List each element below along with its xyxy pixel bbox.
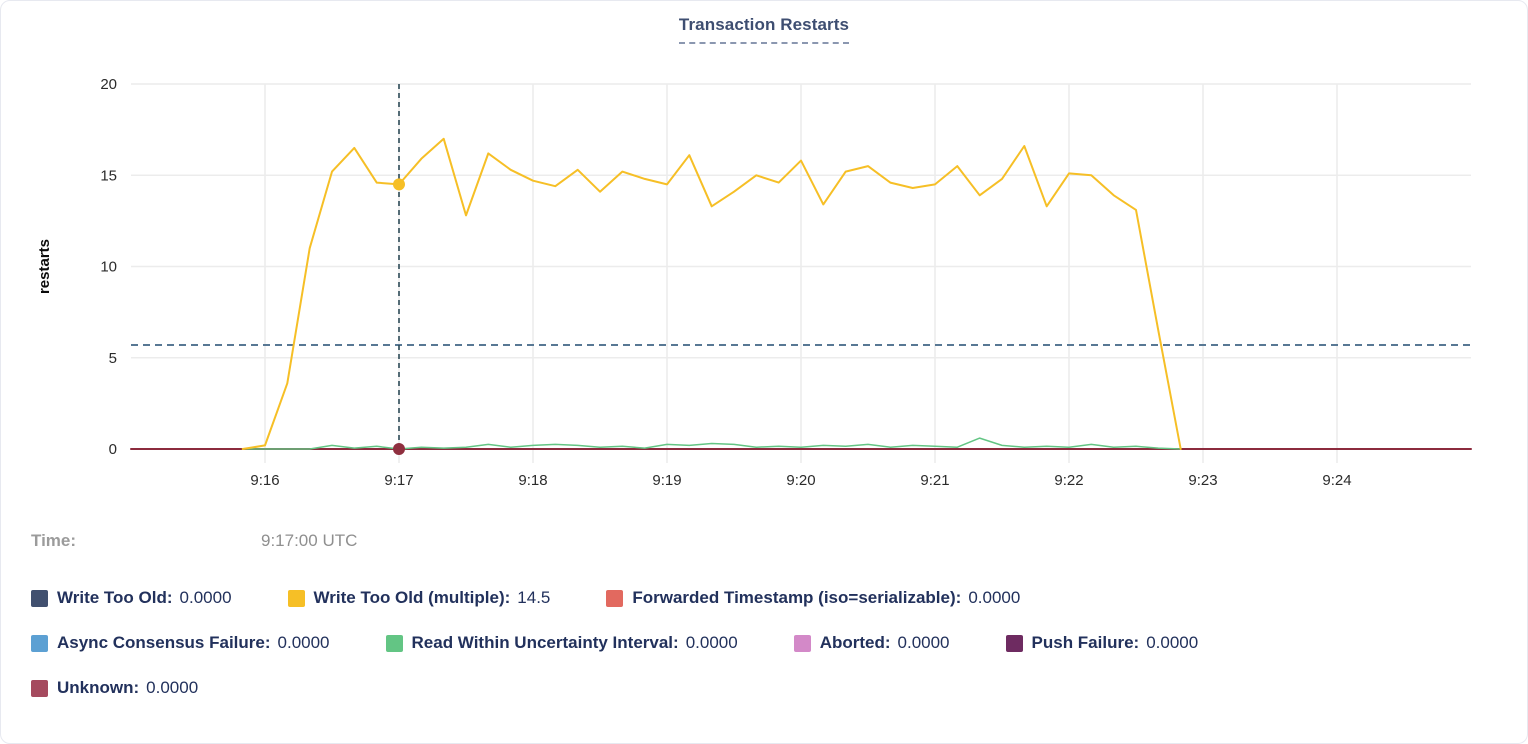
svg-text:0: 0 — [109, 441, 117, 458]
legend-value: 0.0000 — [968, 588, 1021, 607]
legend-value: 0.0000 — [277, 633, 330, 652]
legend-item-write-too-old-multiple: Write Too Old (multiple): 14.5 — [287, 588, 551, 608]
svg-text:9:20: 9:20 — [786, 472, 815, 489]
legend-label: Aborted: — [819, 633, 891, 652]
legend-label: Write Too Old: — [57, 588, 173, 607]
legend-item-async-consensus-failure: Async Consensus Failure: 0.0000 — [31, 633, 330, 653]
aborted-swatch — [793, 634, 811, 652]
legend-item-unknown: Unknown: 0.0000 — [31, 678, 198, 698]
svg-text:9:21: 9:21 — [920, 472, 949, 489]
read-within-uncertainty-swatch — [385, 634, 403, 652]
write-too-old-multiple-swatch — [287, 589, 305, 607]
svg-text:9:16: 9:16 — [250, 472, 279, 489]
legend-label: Write Too Old (multiple): — [313, 588, 511, 607]
legend-value: 0.0000 — [685, 633, 738, 652]
async-consensus-failure-swatch — [31, 634, 48, 652]
svg-text:10: 10 — [100, 259, 117, 276]
svg-text:9:23: 9:23 — [1188, 472, 1217, 489]
chart-title[interactable]: Transaction Restarts — [678, 15, 850, 44]
chart-title-wrap: Transaction Restarts — [1, 15, 1527, 44]
legend-value: 0.0000 — [179, 588, 232, 607]
legend-item-write-too-old: Write Too Old: 0.0000 — [31, 588, 232, 608]
svg-text:9:19: 9:19 — [652, 472, 681, 489]
legend-row-1: Write Too Old: 0.0000 Write Too Old (mul… — [31, 587, 1511, 609]
legend-item-aborted: Aborted: 0.0000 — [793, 633, 950, 653]
legend-item-read-within-uncertainty: Read Within Uncertainty Interval: 0.0000 — [385, 633, 738, 653]
write-too-old-swatch — [31, 589, 48, 607]
transaction-restarts-chart[interactable]: 9:16 9:17 9:18 9:19 9:20 9:21 9:22 9:23 9:24 0 5 10… — [1, 1, 1528, 513]
unknown-swatch — [31, 679, 48, 697]
svg-text:20: 20 — [100, 76, 117, 93]
legend-value: 14.5 — [517, 588, 551, 607]
svg-text:9:17: 9:17 — [384, 472, 413, 489]
svg-text:5: 5 — [109, 350, 117, 367]
svg-text:9:18: 9:18 — [518, 472, 547, 489]
legend-item-push-failure: Push Failure: 0.0000 — [1005, 633, 1199, 653]
legend-value: 0.0000 — [897, 633, 950, 652]
legend-label: Unknown: — [57, 678, 140, 697]
legend-label: Read Within Uncertainty Interval: — [411, 633, 679, 652]
legend-label: Async Consensus Failure: — [57, 633, 271, 652]
svg-text:15: 15 — [100, 167, 117, 184]
legend-row-3: Unknown: 0.0000 — [31, 677, 1511, 699]
legend-label: Forwarded Timestamp (iso=serializable): — [632, 588, 962, 607]
forwarded-timestamp-swatch — [606, 589, 624, 607]
push-failure-swatch — [1005, 634, 1023, 652]
time-value: 9:17:00 UTC — [261, 531, 358, 550]
legend-label: Push Failure: — [1031, 633, 1140, 652]
legend-row-2: Async Consensus Failure: 0.0000 Read Wit… — [31, 632, 1511, 654]
time-label: Time: — [31, 531, 77, 550]
legend-value: 0.0000 — [146, 678, 199, 697]
svg-text:9:24: 9:24 — [1322, 472, 1351, 489]
legend-value: 0.0000 — [1146, 633, 1199, 652]
svg-text:9:22: 9:22 — [1054, 472, 1083, 489]
time-row: Time: 9:17:00 UTC — [31, 531, 1499, 555]
legend-item-forwarded-timestamp: Forwarded Timestamp (iso=serializable): … — [606, 588, 1020, 608]
svg-text:restarts: restarts — [36, 239, 53, 294]
